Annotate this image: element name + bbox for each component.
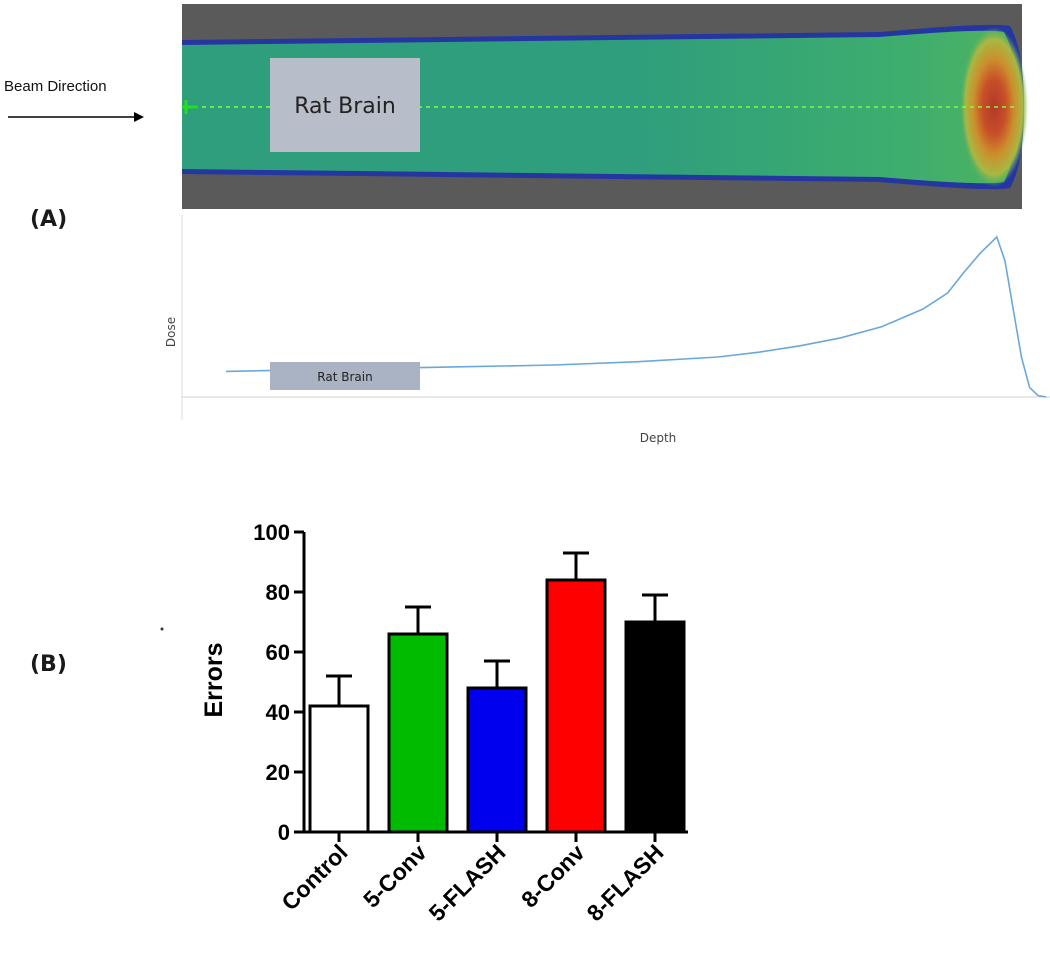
bar-5-flash [466,686,528,834]
beam-direction-label: Beam Direction [4,78,107,95]
x-tick-label: 8-Conv [516,839,590,913]
beam-dose-map: Rat Brain [182,4,1028,209]
y-tick-label: 20 [266,760,290,785]
depth-dose-chart: Rat Brain Dose Depth [164,215,1050,445]
bar-control [308,704,370,834]
rat-brain-label: Rat Brain [294,94,396,119]
dose-curve [225,235,1047,398]
beam-entry-marker [182,100,198,114]
y-tick-label: 0 [278,820,290,845]
x-tick-label: 5-Conv [358,839,432,913]
y-tick-label: 100 [253,520,290,545]
y-axis: 0 20 40 60 80 100 [253,520,306,845]
bar-8-flash [624,620,686,834]
y-axis-label: Errors [200,642,228,717]
stray-dot [160,627,164,631]
curve-x-label: Depth [640,431,677,445]
x-tick-label: 8-FLASH [581,839,668,926]
bar-8-conv [545,578,607,834]
x-tick-label: Control [276,839,352,915]
bar-layer [308,551,686,834]
bar-5-conv [387,632,449,834]
y-tick-label: 60 [266,640,290,665]
y-tick-label: 80 [266,580,290,605]
curve-y-label: Dose [164,317,178,347]
panel-b-label: (B) [30,652,67,677]
panel-a-label: (A) [30,207,67,232]
rat-brain-box [270,58,420,152]
y-tick-label: 40 [266,700,290,725]
x-tick-label: 5-FLASH [423,839,510,926]
curve-rat-brain-label: Rat Brain [317,370,372,384]
curve-rat-brain-box [270,362,420,390]
beam-direction-arrow [8,112,144,122]
